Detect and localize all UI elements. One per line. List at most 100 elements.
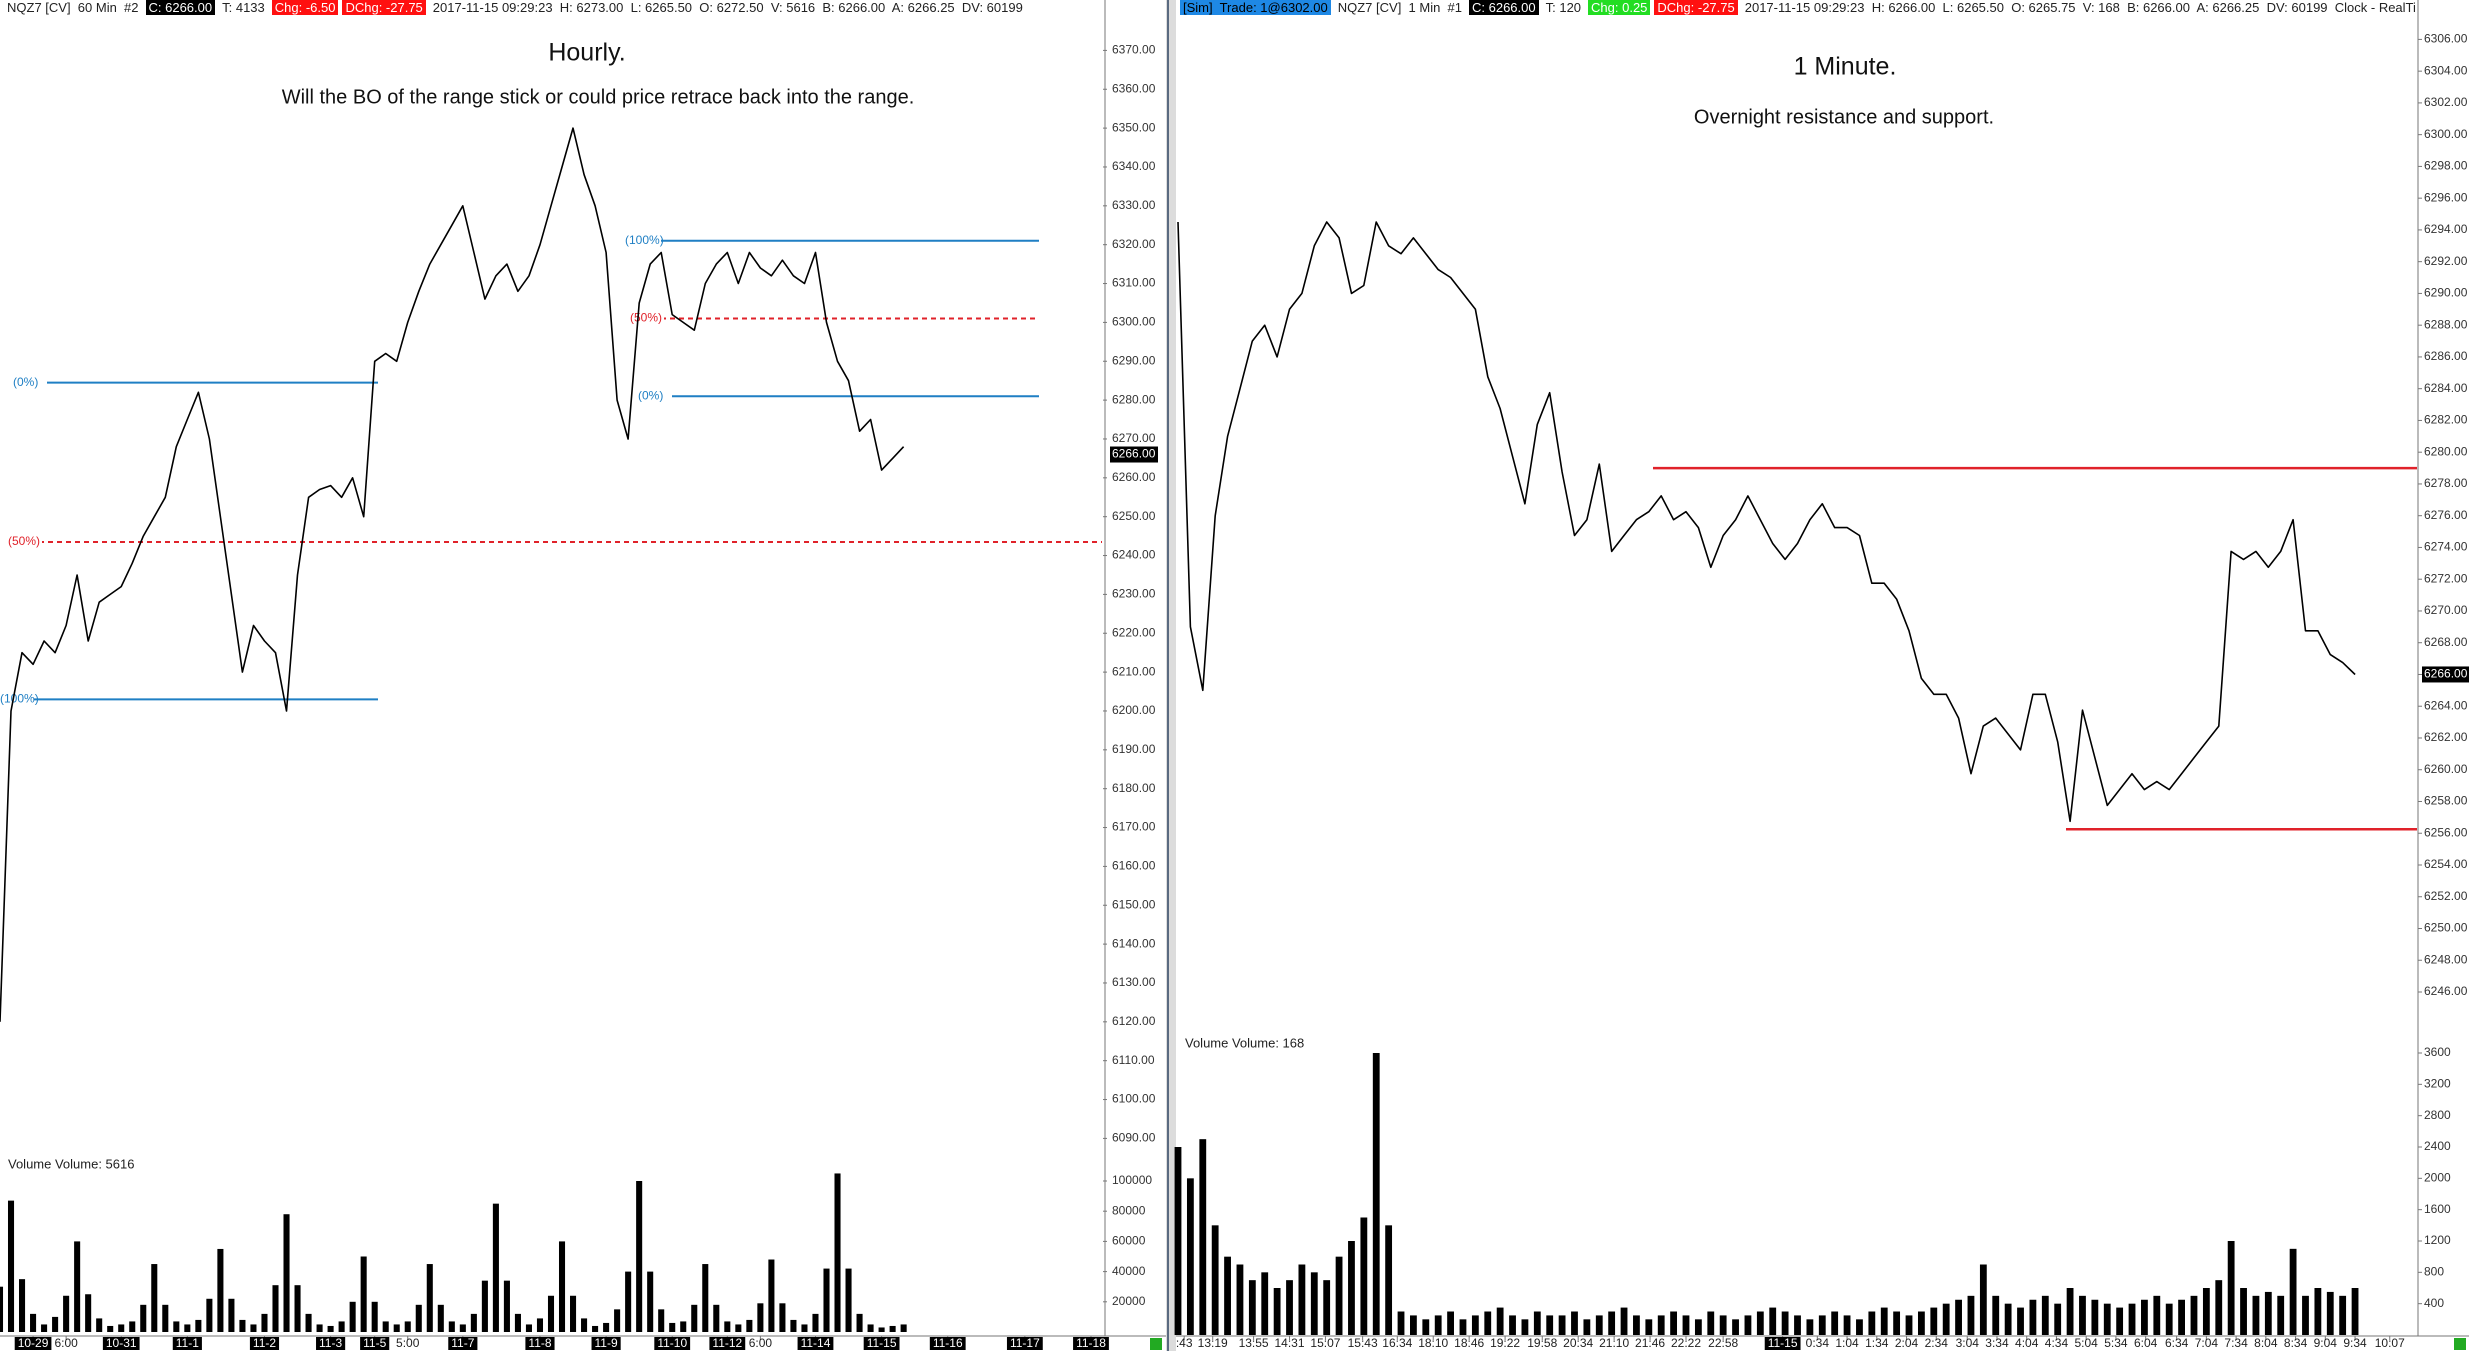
volume-bar	[581, 1318, 588, 1332]
x-tick-label-bg	[654, 1337, 691, 1350]
y-tick-label: 6272.00	[2424, 571, 2468, 585]
header-field: [Sim] Trade: 1@6302.00	[1180, 0, 1331, 15]
volume-bar	[1236, 1264, 1244, 1335]
volume-bar	[2227, 1241, 2235, 1335]
header-field: DChg: -27.75	[342, 0, 426, 15]
y-tick-label: 6296.00	[2424, 190, 2468, 204]
x-tick-label: 10-31	[106, 1336, 137, 1350]
y-tick-label: 6090.00	[1112, 1131, 1156, 1145]
x-tick-label-bg	[1073, 1337, 1109, 1350]
y-tick-label: 2400	[2424, 1139, 2451, 1153]
x-tick-label: 5:04	[2075, 1336, 2099, 1350]
volume-bar	[1261, 1272, 1269, 1335]
volume-bar	[2351, 1288, 2359, 1335]
y-tick-label: 2000	[2424, 1171, 2451, 1185]
volume-bar	[2215, 1280, 2223, 1335]
x-tick-label-bg	[249, 1337, 280, 1350]
price-line	[1177, 221, 2356, 823]
y-tick-label: 6286.00	[2424, 349, 2468, 363]
y-tick-label: 6246.00	[2424, 984, 2468, 998]
y-tick-label: 6370.00	[1112, 43, 1156, 57]
x-tick-label: 7:04	[2195, 1336, 2219, 1350]
volume-bar	[272, 1285, 279, 1332]
volume-bar	[2066, 1288, 2074, 1335]
volume-bar	[1224, 1256, 1231, 1335]
y-tick-label: 6310.00	[1112, 276, 1156, 290]
x-tick-label: :43	[1176, 1336, 1193, 1350]
volume-bar	[1397, 1311, 1405, 1335]
volume-bar	[2302, 1295, 2309, 1335]
x-tick-label: 16:34	[1382, 1336, 1412, 1350]
volume-bar	[2103, 1303, 2111, 1335]
volume-bar	[658, 1309, 665, 1332]
volume-bar	[470, 1313, 477, 1332]
volume-bar	[1323, 1280, 1331, 1335]
price-line	[0, 127, 905, 1022]
volume-bar	[2277, 1295, 2285, 1335]
volume-bar	[0, 1286, 4, 1332]
volume-bar	[2128, 1303, 2136, 1335]
y-tick-label: 400	[2424, 1296, 2444, 1310]
volume-bar	[2289, 1248, 2297, 1335]
volume-bar	[1707, 1311, 1715, 1335]
y-tick-label: 6248.00	[2424, 952, 2468, 966]
volume-bar	[1979, 1264, 1987, 1335]
volume-bar	[2326, 1291, 2334, 1335]
volume-bar	[107, 1325, 114, 1332]
level-label-bg	[13, 375, 47, 390]
volume-bar	[878, 1327, 885, 1332]
y-tick-label: 6260.00	[1112, 470, 1156, 484]
volume-bar	[1694, 1319, 1702, 1335]
volume-bar	[415, 1304, 422, 1332]
volume-bar	[1410, 1315, 1417, 1335]
volume-bar	[1521, 1319, 1529, 1335]
volume-bar	[283, 1214, 290, 1332]
volume-bar	[2202, 1288, 2210, 1335]
volume-bar	[206, 1298, 213, 1332]
volume-bar	[1905, 1315, 1913, 1335]
x-tick-label: 13:19	[1198, 1336, 1228, 1350]
volume-bar	[118, 1324, 125, 1332]
volume-bar	[1335, 1256, 1343, 1335]
volume-bar	[647, 1271, 654, 1332]
x-tick-label: 10-29	[18, 1336, 49, 1350]
volume-bar	[481, 1280, 488, 1332]
x-tick-label-bg	[172, 1337, 202, 1350]
volume-bar	[1831, 1311, 1839, 1335]
x-tick-label: 4:34	[2045, 1336, 2069, 1350]
y-tick-label: 6280.00	[2424, 444, 2468, 458]
x-tick-label: 6:04	[2134, 1336, 2158, 1350]
volume-bar	[2054, 1303, 2062, 1335]
volume-bar	[812, 1313, 819, 1332]
x-tick-label-bg	[102, 1337, 140, 1350]
header-field: 2017-11-15 09:29:23 H: 6273.00 L: 6265.5…	[432, 0, 1023, 15]
volume-bar	[1645, 1319, 1653, 1335]
volume-bar	[448, 1321, 455, 1332]
y-tick-label: 6120.00	[1112, 1014, 1156, 1028]
x-tick-label: 22:22	[1671, 1336, 1701, 1350]
volume-bar	[1546, 1315, 1554, 1335]
x-tick-label: 8:34	[2284, 1336, 2308, 1350]
y-tick-label: 6210.00	[1112, 664, 1156, 678]
y-tick-label: 6240.00	[1112, 548, 1156, 562]
last-price-label: 6266.00	[1112, 447, 1156, 461]
y-tick-label: 6250.00	[1112, 509, 1156, 523]
x-tick-label: 0:34	[1806, 1336, 1830, 1350]
volume-bar	[768, 1259, 775, 1332]
x-tick-label: 19:58	[1527, 1336, 1557, 1350]
chart-header: [Sim] Trade: 1@6302.00 NQZ7 [CV] 1 Min #1…	[1180, 0, 2416, 16]
x-tick-label: 11-1	[176, 1336, 199, 1350]
header-field: C: 6266.00	[145, 0, 216, 15]
volume-bar	[1670, 1311, 1678, 1335]
volume-bar	[1360, 1217, 1368, 1335]
x-tick-label: 11-15	[1768, 1336, 1798, 1350]
y-tick-label: 6360.00	[1112, 81, 1156, 95]
volume-bar	[1868, 1311, 1876, 1335]
volume-bar	[1533, 1311, 1541, 1335]
volume-bar	[1186, 1178, 1194, 1335]
x-tick-label: 20:34	[1563, 1336, 1593, 1350]
volume-bar	[195, 1319, 202, 1332]
volume-bar	[845, 1268, 852, 1332]
volume-bar	[250, 1324, 257, 1332]
